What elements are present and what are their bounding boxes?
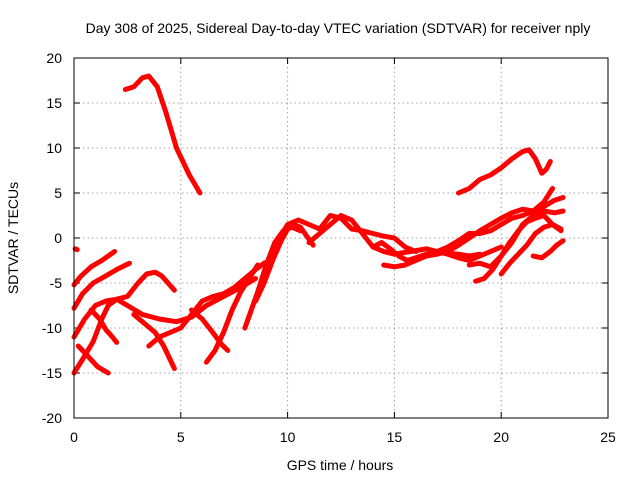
y-tick-label: -5	[50, 275, 63, 291]
tick-labels: 0 5 10 15 20 25 -20 -15 -10 -5 0 5 10 15 20	[42, 50, 616, 445]
x-tick-label: 5	[177, 429, 185, 445]
series-line-arc-k	[203, 262, 261, 365]
y-axis-label: SDTVAR / TECUs	[5, 182, 21, 294]
series-line-arc-u	[473, 213, 564, 284]
y-tick-label: 5	[54, 185, 62, 201]
series-line-arc-s	[434, 186, 555, 254]
chart-title: Day 308 of 2025, Sidereal Day-to-day VTE…	[86, 20, 591, 36]
series-line-arc-c	[71, 249, 118, 288]
x-tick-label: 0	[70, 429, 78, 445]
series-line-arc-x	[72, 246, 80, 253]
y-tick-label: -10	[42, 320, 62, 336]
x-axis-label: GPS time / hours	[287, 457, 394, 473]
x-tick-label: 15	[387, 429, 403, 445]
y-tick-label: 10	[46, 140, 62, 156]
data-series	[71, 73, 566, 376]
y-tick-label: 20	[46, 50, 62, 66]
series-line-arc-b	[456, 147, 553, 196]
series-line-arc-d	[71, 260, 132, 311]
series-line-arc-w	[530, 238, 566, 261]
x-tick-label: 10	[280, 429, 296, 445]
series-line-arc-a	[122, 73, 203, 196]
series-line-arc-g	[75, 343, 111, 376]
series-line-arc-e	[71, 269, 177, 340]
series-line-arc-r	[370, 240, 504, 263]
y-tick-label: -20	[42, 410, 62, 426]
series-line-arc-f	[71, 276, 259, 376]
series-line-arc-o	[263, 213, 419, 268]
series-line-arc-l	[189, 307, 231, 353]
series-line-arc-v	[498, 222, 564, 277]
y-tick-label: 0	[54, 230, 62, 246]
grid	[74, 58, 608, 418]
x-tick-label: 20	[493, 429, 509, 445]
plot-frame	[73, 57, 609, 419]
y-tick-label: 15	[46, 95, 62, 111]
x-tick-label: 25	[600, 429, 616, 445]
y-tick-label: -15	[42, 365, 62, 381]
series-line-arc-h	[88, 307, 120, 345]
